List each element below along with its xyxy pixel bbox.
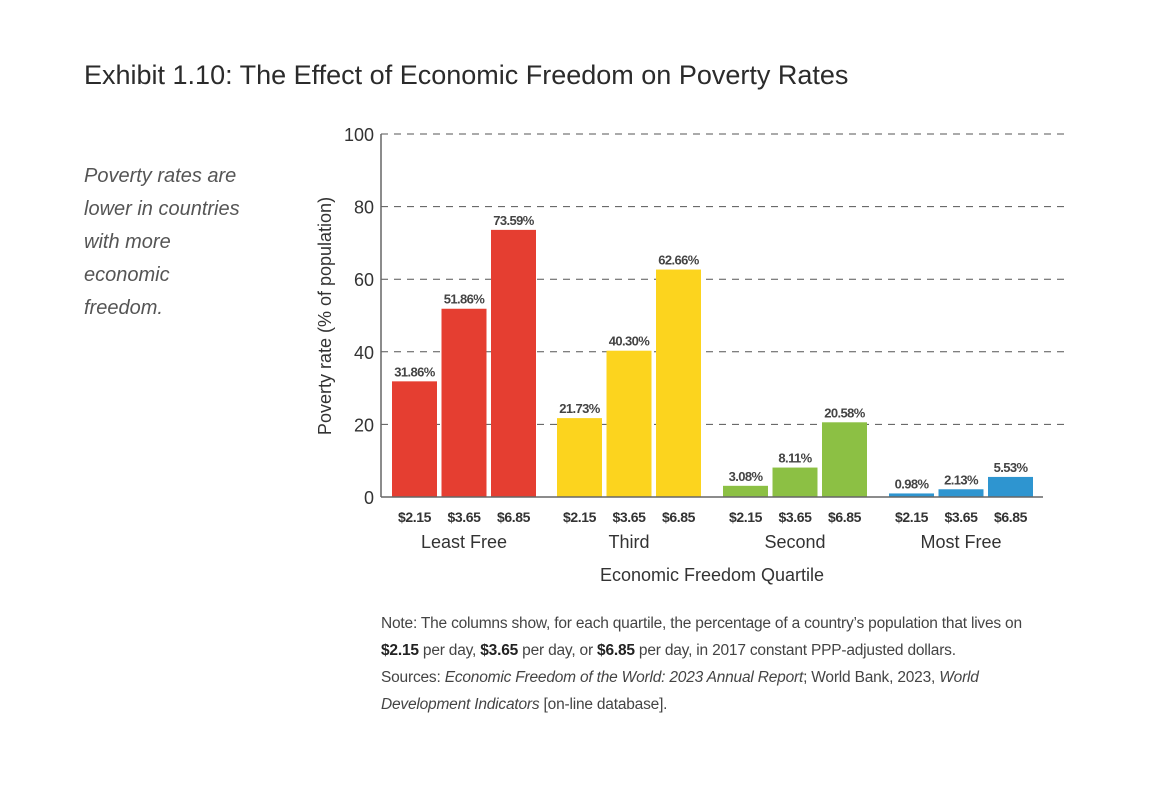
x-tick-label: $6.85 <box>994 509 1028 525</box>
x-tick-label: $6.85 <box>828 509 862 525</box>
y-tick-label: 60 <box>354 270 374 290</box>
data-label: 62.66% <box>658 253 700 268</box>
note-text: ; World Bank, 2023, <box>803 669 940 686</box>
bar-second-1 <box>772 467 818 497</box>
y-tick-label: 80 <box>354 198 374 218</box>
chart-note: Note: The columns show, for each quartil… <box>381 610 1061 718</box>
bar-third-2 <box>656 269 701 497</box>
exhibit-title: Exhibit 1.10: The Effect of Economic Fre… <box>84 60 849 90</box>
note-text: per day, in 2017 constant PPP-adjusted d… <box>634 642 956 659</box>
x-tick-label: $3.65 <box>612 509 646 525</box>
bar-most-free-0 <box>889 493 934 497</box>
group-label: Least Free <box>421 532 507 552</box>
group-label: Third <box>608 532 649 552</box>
data-label: 40.30% <box>609 334 651 349</box>
y-tick-label: 20 <box>354 415 374 435</box>
x-tick-label: $3.65 <box>944 509 978 525</box>
note-text: per day, <box>418 642 481 659</box>
note-text: Sources: <box>381 669 445 686</box>
x-tick-label: $6.85 <box>662 509 696 525</box>
note-bold-text: $2.15 <box>381 642 419 659</box>
data-label: 31.86% <box>394 364 436 379</box>
data-label: 0.98% <box>895 476 930 491</box>
x-tick-label: $2.15 <box>895 509 929 525</box>
x-tick-label: $3.65 <box>778 509 812 525</box>
bar-second-2 <box>822 422 867 497</box>
note-bold-text: $6.85 <box>597 642 635 659</box>
x-tick-label: $2.15 <box>398 509 432 525</box>
bar-least-free-1 <box>441 308 487 497</box>
bar-least-free-0 <box>392 381 437 497</box>
bar-most-free-1 <box>938 489 984 497</box>
group-label: Most Free <box>920 532 1001 552</box>
group-label: Second <box>764 532 825 552</box>
bar-third-0 <box>557 418 602 497</box>
data-label: 3.08% <box>729 469 764 484</box>
data-label: 20.58% <box>824 405 866 420</box>
bar-third-1 <box>606 350 652 497</box>
y-tick-label: 100 <box>344 125 374 145</box>
note-italic-text: World Development Indicators <box>381 669 979 713</box>
x-tick-label: $3.65 <box>447 509 481 525</box>
note-text: [on-line database]. <box>539 696 668 713</box>
data-label: 2.13% <box>944 472 979 487</box>
note-text: Note: The columns show, for each quartil… <box>381 615 1022 632</box>
y-axis-title: Poverty rate (% of population) <box>315 197 335 435</box>
data-label: 5.53% <box>994 460 1029 475</box>
data-label: 73.59% <box>493 213 535 228</box>
x-tick-label: $2.15 <box>563 509 597 525</box>
data-label: 8.11% <box>778 451 812 466</box>
y-tick-label: 0 <box>364 488 374 508</box>
y-tick-label: 40 <box>354 343 374 363</box>
x-axis-title: Economic Freedom Quartile <box>600 565 824 585</box>
data-label: 21.73% <box>559 401 601 416</box>
bar-chart: 0 20 40 60 80 100 31.86% $2.15 51.86% $3.65 73.59%… <box>315 125 1070 585</box>
bar-most-free-2 <box>988 476 1033 497</box>
data-label: 51.86% <box>444 292 486 307</box>
bar-least-free-2 <box>491 229 536 498</box>
side-note: Poverty rates are lower in countries wit… <box>84 165 240 319</box>
x-tick-label: $6.85 <box>497 509 531 525</box>
note-bold-text: $3.65 <box>480 642 519 659</box>
note-text: per day, or <box>518 642 598 659</box>
bar-second-0 <box>723 485 768 497</box>
note-italic-text: Economic Freedom of the World: 2023 Annu… <box>444 669 804 686</box>
x-tick-label: $2.15 <box>729 509 763 525</box>
